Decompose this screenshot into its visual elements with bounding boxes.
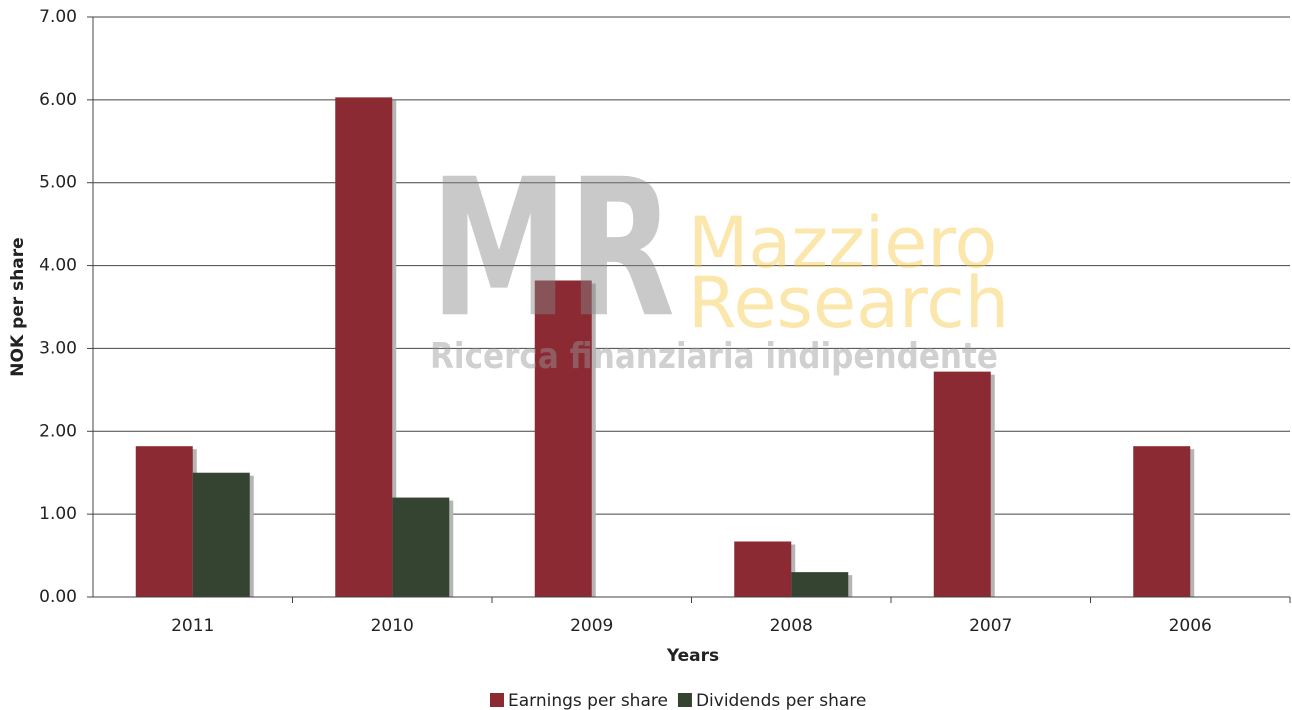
- y-tick-label: 2.00: [39, 421, 77, 441]
- bar: [135, 446, 193, 597]
- y-tick-label: 4.00: [39, 256, 77, 276]
- legend-swatch: [677, 693, 692, 707]
- bar: [791, 572, 849, 597]
- watermark-name: Mazziero: [688, 202, 997, 284]
- x-axis-title: Years: [666, 646, 719, 666]
- watermark-logo: MR: [430, 138, 675, 359]
- bar: [192, 472, 250, 597]
- x-tick-label: 2006: [1169, 616, 1212, 636]
- y-tick-label: 1.00: [39, 504, 77, 524]
- bar: [734, 541, 792, 597]
- plot-area: [87, 16, 1291, 603]
- legend-label: Earnings per share: [508, 691, 668, 710]
- bar: [1133, 446, 1191, 597]
- x-tick-label: 2007: [969, 616, 1012, 636]
- watermark-name: Research: [688, 262, 1009, 344]
- bar: [335, 97, 393, 597]
- y-tick-label: 7.00: [39, 7, 77, 27]
- bar: [933, 371, 991, 597]
- bar: [392, 497, 450, 597]
- x-tick-label: 2010: [371, 616, 414, 636]
- y-tick-label: 6.00: [39, 90, 77, 110]
- x-tick-label: 2009: [570, 616, 613, 636]
- y-tick-label: 5.00: [39, 173, 77, 193]
- watermark: MR Mazziero Research Ricerca finanziaria…: [430, 138, 1009, 377]
- y-tick-label: 0.00: [39, 587, 77, 607]
- x-tick-label: 2008: [770, 616, 813, 636]
- legend-label: Dividends per share: [696, 691, 866, 710]
- bar: [534, 280, 592, 597]
- watermark-tagline: Ricerca finanziaria indipendente: [430, 336, 998, 377]
- y-tick-label: 3.00: [39, 338, 77, 358]
- x-tick-label: 2011: [171, 616, 214, 636]
- y-axis-title: NOK per share: [8, 237, 28, 376]
- legend-swatch: [490, 693, 504, 707]
